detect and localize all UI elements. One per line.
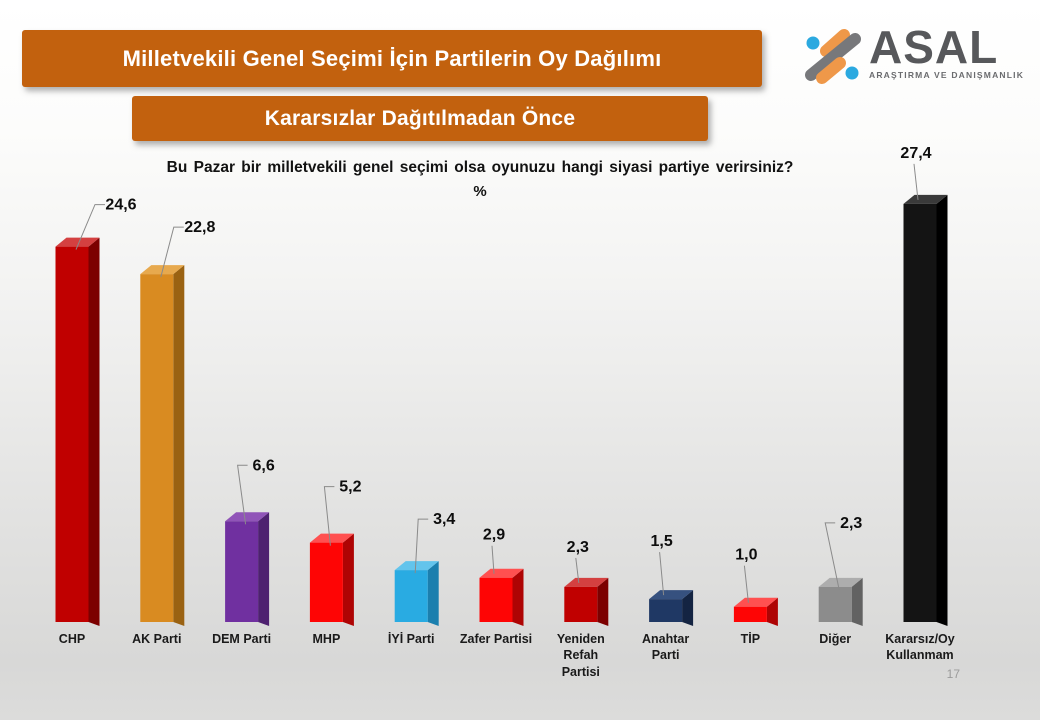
value-label: 22,8	[184, 219, 215, 236]
bar-anahtar-parti	[649, 590, 694, 626]
bar-mhp	[309, 533, 354, 626]
leader-line	[75, 204, 105, 250]
leader-line	[913, 163, 919, 200]
bar-karars-z-oy-kullanmam	[903, 194, 948, 626]
bar-di-er	[818, 577, 863, 626]
logo-tagline: ARAŞTIRMA VE DANIŞMANLIK	[869, 70, 1025, 81]
value-label: 5,2	[339, 479, 361, 496]
bar-chp	[55, 237, 100, 626]
value-label: 1,0	[735, 547, 757, 564]
category-label: Yeniden Refah Partisi	[556, 632, 605, 679]
bar-ak-parti	[140, 265, 185, 626]
title-banner-text: Milletvekili Genel Seçimi İçin Partileri…	[122, 45, 662, 71]
value-label: 24,6	[105, 197, 136, 214]
leader-line	[743, 565, 749, 603]
value-label: 6,6	[252, 457, 274, 474]
bar-i-yi-parti	[394, 561, 439, 626]
bar-zafer-partisi	[479, 568, 524, 626]
asal-logo-icon	[805, 29, 861, 84]
logo-name: ASAL	[869, 21, 999, 73]
leader-line	[824, 522, 840, 591]
category-label: Kararsız/Oy Kullanmam	[885, 632, 955, 663]
value-label: 27,4	[900, 145, 931, 162]
subtitle-banner-text: Kararsızlar Dağıtılmadan Önce	[264, 106, 576, 130]
page-number: 17	[946, 667, 960, 681]
category-label: DEM Parti	[212, 632, 272, 646]
subtitle-banner: Kararsızlar Dağıtılmadan Önce	[132, 96, 708, 141]
bar-yeniden-refah-partisi	[564, 577, 609, 626]
title-banner: Milletvekili Genel Seçimi İçin Partileri…	[22, 30, 762, 87]
category-label: Diğer	[819, 632, 852, 646]
bar-dem-parti	[225, 512, 270, 626]
leader-line	[491, 545, 495, 574]
value-label: 1,5	[650, 533, 672, 550]
value-label: 2,3	[840, 515, 862, 532]
asal-logo: ASAL ARAŞTIRMA VE DANIŞMANLIK	[801, 21, 1025, 86]
leader-line	[237, 464, 248, 525]
value-label: 3,4	[433, 511, 455, 528]
category-label: Zafer Partisi	[459, 632, 533, 646]
category-label: CHP	[58, 632, 86, 646]
leader-line	[160, 226, 184, 278]
leader-line	[414, 518, 429, 574]
logo-text-column: ASAL ARAŞTIRMA VE DANIŞMANLIK	[869, 21, 1025, 81]
leader-line	[575, 557, 580, 583]
category-label: TİP	[740, 632, 761, 646]
leader-line	[323, 486, 335, 546]
category-label: MHP	[312, 632, 341, 646]
chart-title: Bu Pazar bir milletvekili genel seçimi o…	[166, 159, 794, 176]
unit-label: %	[473, 183, 487, 200]
bar-ti-p	[733, 597, 778, 626]
category-label: İYİ Parti	[387, 632, 435, 646]
category-label: AK Parti	[132, 632, 182, 646]
value-label: 2,9	[483, 527, 505, 544]
category-label: Anahtar Parti	[641, 632, 690, 663]
leader-line	[659, 552, 665, 596]
value-label: 2,3	[567, 539, 589, 556]
